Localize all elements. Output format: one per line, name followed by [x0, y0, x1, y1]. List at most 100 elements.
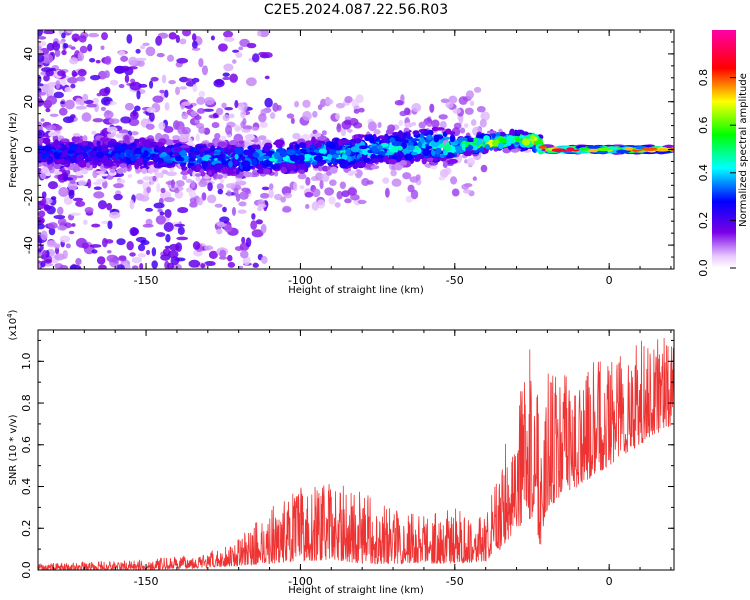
- heatmap-cell: [135, 48, 141, 54]
- heatmap-cell: [53, 151, 61, 159]
- heatmap-cell: [38, 54, 45, 63]
- heatmap-cell: [58, 107, 68, 116]
- heatmap-cell: [377, 122, 382, 128]
- heatmap-cell: [65, 30, 74, 34]
- heatmap-cell: [566, 147, 575, 151]
- heatmap-cell: [223, 63, 234, 72]
- heatmap-cell: [410, 189, 419, 200]
- heatmap-cell: [208, 250, 218, 259]
- heatmap-cell: [399, 110, 408, 117]
- heatmap-cell: [471, 145, 478, 151]
- heatmap-cell: [76, 199, 81, 207]
- heatmap-cell: [304, 191, 314, 198]
- heatmap-cell: [96, 140, 101, 147]
- heatmap-cell: [57, 206, 64, 216]
- heatmap-cell: [196, 107, 206, 114]
- heatmap-cell: [245, 189, 251, 195]
- heatmap-cell: [461, 143, 466, 151]
- heatmap-cell: [249, 147, 256, 154]
- heatmap-cell: [161, 74, 167, 84]
- heatmap-cell: [180, 170, 190, 176]
- heatmap-cell: [241, 160, 251, 168]
- heatmap-cell: [173, 147, 183, 152]
- heatmap-cell: [364, 136, 370, 142]
- heatmap-cell: [203, 97, 215, 106]
- heatmap-cell: [79, 45, 88, 54]
- heatmap-cell: [501, 132, 506, 137]
- heatmap-cell: [43, 205, 52, 211]
- heatmap-cell: [47, 86, 54, 96]
- heatmap-cell: [82, 135, 88, 142]
- heatmap-cell: [449, 134, 456, 143]
- heatmap-cell: [321, 130, 327, 136]
- heatmap-cell: [52, 41, 61, 51]
- heatmap-cell: [89, 74, 101, 81]
- heatmap-cell: [45, 124, 57, 131]
- heatmap-cell: [53, 163, 61, 170]
- x-tick-label: -150: [134, 575, 159, 588]
- heatmap-cell: [38, 61, 43, 69]
- heatmap-cell: [213, 155, 223, 159]
- heatmap-cell: [462, 189, 472, 194]
- heatmap-cell: [185, 78, 194, 82]
- heatmap-cell: [139, 165, 150, 170]
- heatmap-cell: [486, 130, 497, 134]
- heatmap-cell: [268, 183, 274, 190]
- heatmap-cell: [214, 203, 223, 208]
- heatmap-cell: [113, 183, 124, 189]
- heatmap-cell: [238, 46, 244, 51]
- heatmap-cell: [226, 190, 232, 197]
- heatmap-cell: [114, 152, 120, 160]
- heatmap-cell: [84, 207, 94, 214]
- heatmap-cell: [190, 180, 196, 188]
- heatmap-cell: [344, 198, 352, 204]
- heatmap-cell: [179, 86, 188, 90]
- heatmap-cell: [313, 155, 324, 162]
- heatmap-cell: [153, 144, 159, 149]
- heatmap-cell: [41, 145, 52, 151]
- heatmap-cell: [93, 186, 102, 190]
- heatmap-cell: [399, 131, 404, 138]
- heatmap-cell: [187, 168, 193, 174]
- heatmap-cell: [438, 176, 446, 181]
- heatmap-cell: [238, 102, 245, 111]
- heatmap-cell: [55, 80, 61, 90]
- heatmap-cell: [326, 144, 336, 149]
- heatmap-cell: [238, 140, 245, 145]
- heatmap-cell: [241, 128, 251, 133]
- heatmap-cell: [92, 159, 99, 166]
- heatmap-cell: [373, 129, 381, 135]
- heatmap-cell: [410, 138, 420, 142]
- heatmap-cell: [409, 176, 419, 183]
- heatmap-cell: [142, 139, 152, 147]
- x-tick-label: 0: [606, 274, 613, 287]
- heatmap-cell: [458, 96, 468, 105]
- heatmap-cell: [161, 169, 168, 175]
- heatmap-cell: [38, 82, 44, 87]
- heatmap-cell: [268, 188, 274, 199]
- heatmap-cell: [245, 237, 252, 248]
- heatmap-cell: [47, 181, 59, 190]
- heatmap-cell: [63, 160, 72, 165]
- heatmap-cell: [99, 88, 110, 97]
- x-tick-label: -50: [446, 575, 464, 588]
- heatmap-cell: [358, 107, 365, 113]
- heatmap-cell: [245, 77, 257, 87]
- heatmap-cell: [224, 107, 234, 111]
- heatmap-cell: [104, 55, 112, 65]
- heatmap-cell: [273, 170, 279, 177]
- x-tick-label: -100: [288, 274, 313, 287]
- heatmap-cell: [347, 170, 358, 175]
- heatmap-cell: [200, 263, 206, 269]
- heatmap-cell: [105, 110, 111, 115]
- heatmap-cell: [216, 228, 223, 235]
- heatmap-cell: [297, 173, 307, 180]
- heatmap-cell: [104, 159, 114, 167]
- heatmap-cell: [163, 222, 174, 232]
- heatmap-cell: [260, 255, 268, 264]
- heatmap-cell: [335, 102, 345, 109]
- heatmap-cell: [289, 154, 300, 162]
- heatmap-cell: [42, 137, 51, 145]
- heatmap-cell: [345, 148, 352, 157]
- heatmap-cell: [108, 211, 121, 219]
